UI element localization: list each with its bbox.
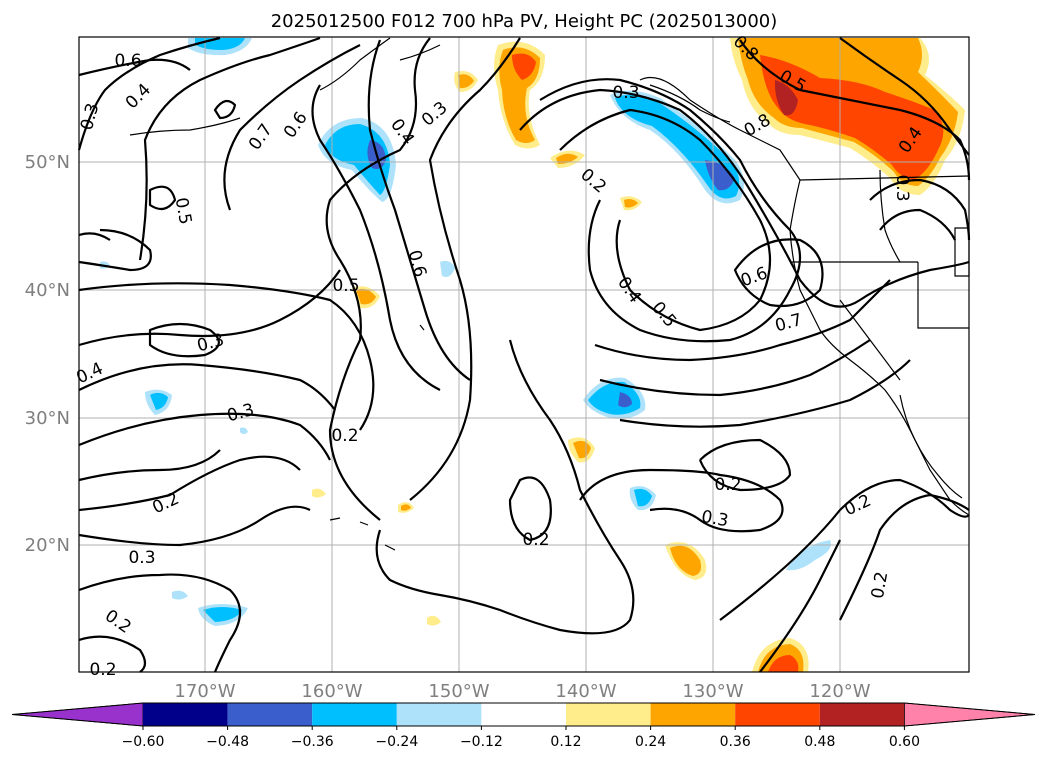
pv-negative-region bbox=[786, 540, 831, 571]
contour-label: 0.7 bbox=[245, 120, 277, 154]
pv-negative-region bbox=[203, 607, 242, 622]
contour-label: 0.2 bbox=[331, 426, 358, 446]
colorbar-tick-label: −0.36 bbox=[291, 734, 334, 750]
pv-positive-region bbox=[458, 74, 474, 89]
contour-label: 0.5 bbox=[332, 276, 359, 296]
pv-positive-region bbox=[768, 655, 799, 672]
colorbar-segment bbox=[566, 703, 651, 726]
pv-negative-region bbox=[618, 392, 632, 408]
contour-label: 0.2 bbox=[89, 660, 116, 680]
pv-negative-region bbox=[150, 392, 168, 410]
contour-label: 0.2 bbox=[868, 570, 892, 600]
lon-label-160w: 160°W bbox=[301, 681, 362, 702]
lon-label-120w: 120°W bbox=[809, 681, 870, 702]
contour-label: 0.3 bbox=[195, 330, 226, 356]
pv-positive-region bbox=[312, 488, 326, 498]
colorbar-segment bbox=[481, 703, 566, 726]
pv-positive-region bbox=[427, 615, 441, 626]
contour-label: 0.2 bbox=[841, 491, 874, 521]
lon-label-150w: 150°W bbox=[428, 681, 489, 702]
pv-negative-region bbox=[240, 427, 248, 434]
colorbar-segment bbox=[650, 703, 736, 726]
contour-label: 0.2 bbox=[576, 165, 610, 198]
colorbar: −0.60 −0.48 −0.36 −0.24 −0.12 0.12 0.24 0.36 0.4… bbox=[11, 702, 1036, 750]
lat-label-50n: 50°N bbox=[25, 152, 70, 173]
contour-label: 0.2 bbox=[522, 530, 549, 550]
colorbar-segment bbox=[312, 703, 397, 726]
contour-label: 0.3 bbox=[77, 101, 103, 132]
colorbar-tick-label: 0.24 bbox=[635, 734, 666, 750]
contour-label: 0.5 bbox=[647, 298, 680, 332]
pv-positive-region bbox=[774, 80, 798, 116]
pv-negative-region bbox=[634, 488, 652, 507]
contour-label: 0.3 bbox=[700, 507, 730, 531]
contour-label: 0.6 bbox=[404, 248, 430, 279]
pv-positive-region bbox=[556, 153, 578, 164]
pv-negative-region bbox=[615, 94, 740, 199]
contour-label: 0.5 bbox=[171, 196, 195, 226]
lon-label-170w: 170°W bbox=[174, 681, 235, 702]
contour-label: 0.4 bbox=[122, 80, 155, 113]
lon-label-130w: 130°W bbox=[682, 681, 743, 702]
pv-shading bbox=[100, 38, 965, 672]
graticule bbox=[79, 37, 969, 672]
map-title: 2025012500 F012 700 hPa PV, Height PC (2… bbox=[271, 11, 778, 32]
pv-positive-region bbox=[512, 53, 536, 80]
contour-label: 0.3 bbox=[128, 548, 155, 568]
contour-label: 0.7 bbox=[773, 310, 804, 336]
colorbar-tick-label: 0.36 bbox=[720, 734, 751, 750]
contour-label: 0.3 bbox=[892, 174, 912, 201]
longitude-labels: 170°W 160°W 150°W 140°W 130°W 120°W bbox=[174, 681, 870, 702]
pv-positive-region bbox=[356, 288, 376, 305]
pv-positive-region bbox=[624, 199, 638, 208]
pv-positive-region bbox=[760, 55, 944, 180]
contour-label: 0.4 bbox=[613, 273, 645, 307]
colorbar-segment bbox=[227, 703, 313, 726]
contour-label: 0.6 bbox=[280, 108, 312, 142]
colorbar-extend-low bbox=[11, 702, 144, 727]
pv-negative-region bbox=[440, 260, 455, 277]
contour-label: 0.6 bbox=[114, 51, 141, 71]
pv-positive-region bbox=[670, 545, 702, 576]
map-frame bbox=[78, 36, 970, 673]
contour-label: 0.2 bbox=[101, 606, 135, 638]
lat-label-40n: 40°N bbox=[25, 280, 70, 301]
lon-label-140w: 140°W bbox=[555, 681, 616, 702]
coastlines bbox=[129, 37, 970, 551]
colorbar-segment bbox=[143, 703, 228, 726]
pv-positive-region bbox=[401, 504, 411, 511]
colorbar-tick-label: 0.60 bbox=[889, 734, 920, 750]
contour-label: 0.3 bbox=[612, 83, 639, 103]
colorbar-segment bbox=[819, 703, 905, 726]
colorbar-tick-label: −0.60 bbox=[122, 734, 165, 750]
height-contours bbox=[77, 36, 971, 673]
lat-label-30n: 30°N bbox=[25, 408, 70, 429]
contour-label: 0.4 bbox=[73, 359, 106, 389]
colorbar-tick-label: −0.48 bbox=[206, 734, 249, 750]
colorbar-segment bbox=[735, 703, 820, 726]
contour-label: 0.2 bbox=[149, 489, 182, 519]
colorbar-segment bbox=[396, 703, 482, 726]
lat-label-20n: 20°N bbox=[25, 535, 70, 556]
contour-label: 0.3 bbox=[225, 400, 256, 426]
colorbar-extend-high bbox=[904, 702, 1036, 727]
latitude-labels: 50°N 40°N 30°N 20°N bbox=[25, 152, 70, 556]
colorbar-tick-label: 0.12 bbox=[550, 734, 581, 750]
pv-negative-region bbox=[172, 590, 188, 600]
colorbar-tick-label: −0.24 bbox=[375, 734, 418, 750]
contour-label: 0.2 bbox=[714, 475, 741, 495]
colorbar-tick-label: −0.12 bbox=[460, 734, 503, 750]
colorbar-tick-label: 0.48 bbox=[804, 734, 835, 750]
